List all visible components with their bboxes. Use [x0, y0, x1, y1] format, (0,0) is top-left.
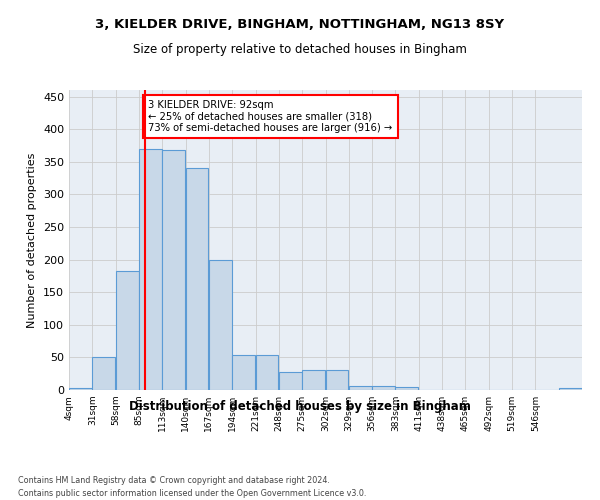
Bar: [185, 168, 208, 390]
Bar: [162, 150, 185, 390]
Bar: [279, 372, 302, 390]
Bar: [302, 370, 325, 390]
Bar: [209, 260, 232, 390]
Text: Distribution of detached houses by size in Bingham: Distribution of detached houses by size …: [129, 400, 471, 413]
Bar: [69, 388, 92, 390]
Bar: [116, 272, 139, 390]
Text: 3, KIELDER DRIVE, BINGHAM, NOTTINGHAM, NG13 8SY: 3, KIELDER DRIVE, BINGHAM, NOTTINGHAM, N…: [95, 18, 505, 30]
Bar: [232, 356, 255, 390]
Bar: [92, 358, 115, 390]
Bar: [325, 370, 349, 390]
Bar: [139, 148, 162, 390]
Bar: [256, 356, 278, 390]
Bar: [349, 386, 372, 390]
Bar: [559, 388, 581, 390]
Bar: [395, 386, 418, 390]
Text: 3 KIELDER DRIVE: 92sqm
← 25% of detached houses are smaller (318)
73% of semi-de: 3 KIELDER DRIVE: 92sqm ← 25% of detached…: [148, 100, 393, 133]
Y-axis label: Number of detached properties: Number of detached properties: [28, 152, 37, 328]
Text: Contains HM Land Registry data © Crown copyright and database right 2024.: Contains HM Land Registry data © Crown c…: [18, 476, 330, 485]
Text: Size of property relative to detached houses in Bingham: Size of property relative to detached ho…: [133, 42, 467, 56]
Bar: [372, 386, 395, 390]
Text: Contains public sector information licensed under the Open Government Licence v3: Contains public sector information licen…: [18, 489, 367, 498]
